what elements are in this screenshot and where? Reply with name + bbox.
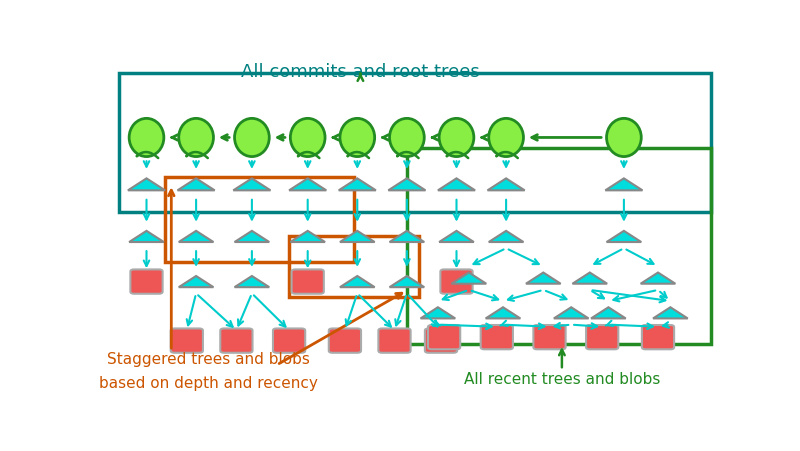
Polygon shape: [438, 178, 475, 190]
FancyBboxPatch shape: [586, 325, 618, 349]
Polygon shape: [289, 178, 326, 190]
FancyBboxPatch shape: [291, 269, 324, 294]
FancyBboxPatch shape: [220, 328, 253, 353]
Polygon shape: [234, 178, 270, 190]
Polygon shape: [451, 272, 486, 284]
FancyArrowPatch shape: [447, 152, 468, 158]
Ellipse shape: [340, 118, 374, 156]
FancyArrowPatch shape: [398, 152, 418, 158]
FancyBboxPatch shape: [642, 325, 674, 349]
Ellipse shape: [290, 118, 325, 156]
Ellipse shape: [390, 118, 424, 156]
Polygon shape: [591, 307, 626, 318]
Polygon shape: [129, 231, 164, 242]
Polygon shape: [486, 307, 520, 318]
Polygon shape: [421, 307, 455, 318]
Polygon shape: [390, 276, 424, 287]
Polygon shape: [178, 178, 214, 190]
FancyArrowPatch shape: [137, 152, 158, 158]
Polygon shape: [526, 272, 561, 284]
Polygon shape: [606, 178, 642, 190]
Polygon shape: [234, 276, 270, 287]
Ellipse shape: [129, 118, 164, 156]
Ellipse shape: [234, 118, 270, 156]
FancyBboxPatch shape: [378, 328, 410, 353]
Text: Staggered trees and blobs: Staggered trees and blobs: [107, 352, 310, 367]
FancyBboxPatch shape: [329, 328, 361, 353]
Polygon shape: [487, 178, 525, 190]
FancyBboxPatch shape: [428, 325, 460, 349]
FancyBboxPatch shape: [425, 328, 457, 353]
FancyBboxPatch shape: [170, 328, 203, 353]
Polygon shape: [573, 272, 607, 284]
Polygon shape: [554, 307, 589, 318]
Polygon shape: [390, 231, 424, 242]
Ellipse shape: [178, 118, 214, 156]
Ellipse shape: [489, 118, 523, 156]
Text: based on depth and recency: based on depth and recency: [99, 376, 318, 391]
FancyBboxPatch shape: [440, 269, 473, 294]
Polygon shape: [340, 276, 374, 287]
Polygon shape: [340, 231, 374, 242]
Polygon shape: [439, 231, 474, 242]
Polygon shape: [489, 231, 523, 242]
Text: All recent trees and blobs: All recent trees and blobs: [464, 373, 660, 387]
FancyArrowPatch shape: [298, 152, 319, 158]
Polygon shape: [178, 231, 214, 242]
FancyBboxPatch shape: [481, 325, 513, 349]
Polygon shape: [653, 307, 688, 318]
FancyBboxPatch shape: [130, 269, 162, 294]
Ellipse shape: [439, 118, 474, 156]
Polygon shape: [234, 231, 270, 242]
Polygon shape: [606, 231, 642, 242]
Polygon shape: [128, 178, 165, 190]
Polygon shape: [178, 276, 214, 287]
Polygon shape: [338, 178, 376, 190]
Polygon shape: [290, 231, 325, 242]
Polygon shape: [641, 272, 675, 284]
Polygon shape: [388, 178, 426, 190]
Ellipse shape: [606, 118, 642, 156]
FancyArrowPatch shape: [348, 152, 369, 158]
FancyArrowPatch shape: [497, 152, 518, 158]
FancyBboxPatch shape: [534, 325, 566, 349]
FancyBboxPatch shape: [273, 328, 306, 353]
Text: All commits and root trees: All commits and root trees: [241, 63, 480, 81]
FancyArrowPatch shape: [186, 152, 208, 158]
